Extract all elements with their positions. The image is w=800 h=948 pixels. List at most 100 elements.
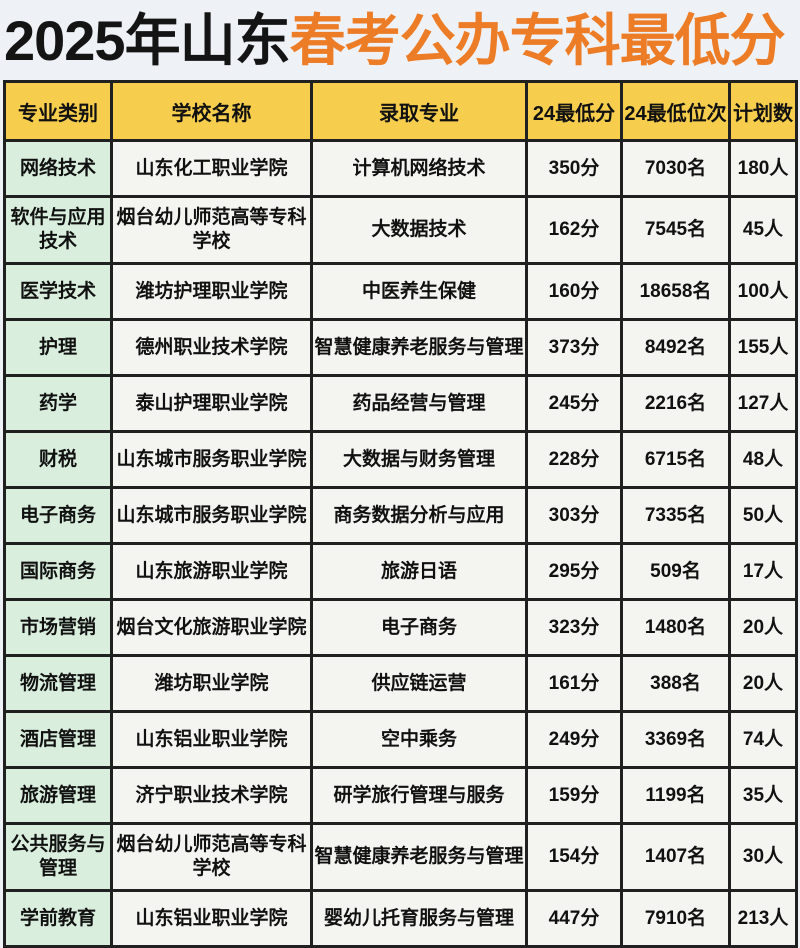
cell-major: 研学旅行管理与服务 [310,766,528,826]
cell-plan: 20人 [728,654,798,714]
cell-category: 公共服务与管理 [3,822,113,893]
cell-major: 中医养生保健 [310,262,528,322]
cell-school: 山东城市服务职业学院 [110,430,313,490]
cell-min-score: 373分 [525,318,623,378]
cell-min-score: 447分 [525,889,623,948]
cell-category: 电子商务 [3,486,113,546]
cell-min-score: 161分 [525,654,623,714]
cell-min-rank: 2216名 [620,374,731,434]
page-title-black-part: 2025年山东 [4,9,291,72]
cell-plan: 100人 [728,262,798,322]
table-row: 电子商务 山东城市服务职业学院 商务数据分析与应用 303分 7335名 50人 [3,486,798,546]
cell-plan: 17人 [728,542,798,602]
table-row: 公共服务与管理 烟台幼儿师范高等专科学校 智慧健康养老服务与管理 154分 14… [3,822,798,893]
cell-plan: 74人 [728,710,798,770]
admission-score-table: 专业类别 学校名称 录取专业 24最低分 24最低位次 计划数 网络技术 山东化… [3,80,798,948]
cell-plan: 50人 [728,486,798,546]
cell-min-rank: 1199名 [620,766,731,826]
header-school: 学校名称 [110,80,313,143]
cell-school: 济宁职业技术学院 [110,766,313,826]
cell-major: 智慧健康养老服务与管理 [310,318,528,378]
cell-min-score: 249分 [525,710,623,770]
cell-plan: 20人 [728,598,798,658]
cell-category: 市场营销 [3,598,113,658]
cell-min-score: 245分 [525,374,623,434]
header-category: 专业类别 [3,80,113,143]
cell-category: 财税 [3,430,113,490]
cell-plan: 30人 [728,822,798,893]
cell-major: 旅游日语 [310,542,528,602]
cell-major: 药品经营与管理 [310,374,528,434]
cell-min-rank: 7335名 [620,486,731,546]
cell-major: 大数据技术 [310,195,528,266]
table-row: 酒店管理 山东铝业职业学院 空中乘务 249分 3369名 74人 [3,710,798,770]
cell-category: 旅游管理 [3,766,113,826]
cell-major: 商务数据分析与应用 [310,486,528,546]
cell-school: 潍坊职业学院 [110,654,313,714]
cell-min-rank: 18658名 [620,262,731,322]
table-header-row: 专业类别 学校名称 录取专业 24最低分 24最低位次 计划数 [3,80,798,143]
cell-school: 山东旅游职业学院 [110,542,313,602]
cell-major: 大数据与财务管理 [310,430,528,490]
cell-min-rank: 7545名 [620,195,731,266]
cell-category: 网络技术 [3,139,113,199]
cell-plan: 213人 [728,889,798,948]
cell-school: 烟台文化旅游职业学院 [110,598,313,658]
table-row: 学前教育 山东铝业职业学院 婴幼儿托育服务与管理 447分 7910名 213人 [3,889,798,948]
cell-plan: 45人 [728,195,798,266]
cell-school: 德州职业技术学院 [110,318,313,378]
cell-min-rank: 1480名 [620,598,731,658]
cell-school: 山东铝业职业学院 [110,710,313,770]
table-row: 市场营销 烟台文化旅游职业学院 电子商务 323分 1480名 20人 [3,598,798,658]
table-row: 网络技术 山东化工职业学院 计算机网络技术 350分 7030名 180人 [3,139,798,199]
cell-category: 酒店管理 [3,710,113,770]
cell-category: 学前教育 [3,889,113,948]
cell-major: 空中乘务 [310,710,528,770]
cell-min-score: 159分 [525,766,623,826]
table-row: 软件与应用技术 烟台幼儿师范高等专科学校 大数据技术 162分 7545名 45… [3,195,798,266]
table-row: 药学 泰山护理职业学院 药品经营与管理 245分 2216名 127人 [3,374,798,434]
cell-min-score: 295分 [525,542,623,602]
cell-min-score: 228分 [525,430,623,490]
cell-school: 山东铝业职业学院 [110,889,313,948]
page-title-orange-part: 春考公办专科最低分 [289,9,786,72]
cell-school: 潍坊护理职业学院 [110,262,313,322]
table-row: 物流管理 潍坊职业学院 供应链运营 161分 388名 20人 [3,654,798,714]
cell-major: 计算机网络技术 [310,139,528,199]
cell-category: 国际商务 [3,542,113,602]
table-row: 财税 山东城市服务职业学院 大数据与财务管理 228分 6715名 48人 [3,430,798,490]
cell-major: 电子商务 [310,598,528,658]
cell-plan: 48人 [728,430,798,490]
table-row: 医学技术 潍坊护理职业学院 中医养生保健 160分 18658名 100人 [3,262,798,322]
cell-major: 供应链运营 [310,654,528,714]
cell-major: 婴幼儿托育服务与管理 [310,889,528,948]
header-major: 录取专业 [310,80,528,143]
cell-min-score: 350分 [525,139,623,199]
cell-min-score: 323分 [525,598,623,658]
cell-school: 烟台幼儿师范高等专科学校 [110,195,313,266]
cell-min-score: 160分 [525,262,623,322]
cell-plan: 155人 [728,318,798,378]
cell-min-rank: 7910名 [620,889,731,948]
cell-min-rank: 8492名 [620,318,731,378]
cell-category: 药学 [3,374,113,434]
table-row: 旅游管理 济宁职业技术学院 研学旅行管理与服务 159分 1199名 35人 [3,766,798,826]
page-title: 2025年山东春考公办专科最低分 [0,0,800,80]
cell-min-score: 154分 [525,822,623,893]
cell-min-rank: 7030名 [620,139,731,199]
cell-min-rank: 1407名 [620,822,731,893]
table-row: 护理 德州职业技术学院 智慧健康养老服务与管理 373分 8492名 155人 [3,318,798,378]
cell-min-score: 162分 [525,195,623,266]
cell-school: 山东城市服务职业学院 [110,486,313,546]
cell-category: 医学技术 [3,262,113,322]
cell-plan: 127人 [728,374,798,434]
cell-major: 智慧健康养老服务与管理 [310,822,528,893]
table-row: 国际商务 山东旅游职业学院 旅游日语 295分 509名 17人 [3,542,798,602]
cell-school: 烟台幼儿师范高等专科学校 [110,822,313,893]
cell-category: 软件与应用技术 [3,195,113,266]
cell-category: 物流管理 [3,654,113,714]
header-min-score: 24最低分 [525,80,623,143]
cell-school: 山东化工职业学院 [110,139,313,199]
cell-plan: 35人 [728,766,798,826]
cell-min-rank: 6715名 [620,430,731,490]
